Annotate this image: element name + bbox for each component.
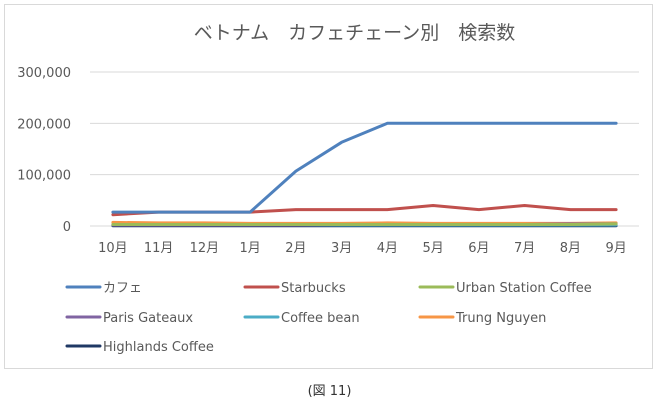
legend-label: Coffee bean <box>281 311 360 326</box>
x-tick-label: 1月 <box>239 241 260 256</box>
x-tick-label: 7月 <box>514 241 535 256</box>
x-tick-label: 10月 <box>98 241 128 256</box>
x-tick-label: 12月 <box>190 241 220 256</box>
line-chart: ベトナム カフェチェーン別 検索数 0 100,000 200,000 300,000 1… <box>17 22 639 355</box>
x-tick-label: 3月 <box>331 241 352 256</box>
legend-label: Highlands Coffee <box>103 340 214 355</box>
x-tick-label: 8月 <box>560 241 581 256</box>
x-tick-label: 2月 <box>285 241 306 256</box>
x-tick-label: 9月 <box>605 241 626 256</box>
legend-label: Trung Nguyen <box>455 311 546 326</box>
legend-label: カフェ <box>103 281 142 296</box>
y-tick-label: 100,000 <box>17 169 71 184</box>
legend-label: Starbucks <box>281 281 346 296</box>
chart-title: ベトナム カフェチェーン別 検索数 <box>194 22 515 44</box>
y-tick-label: 300,000 <box>17 66 71 81</box>
series-line <box>111 121 618 214</box>
series-line <box>111 222 618 226</box>
legend-label: Paris Gateaux <box>103 311 193 326</box>
x-tick-label: 4月 <box>377 241 398 256</box>
y-tick-label: 0 <box>63 220 71 235</box>
x-tick-label: 11月 <box>144 241 174 256</box>
legend-label: Urban Station Coffee <box>456 281 592 296</box>
figure-caption: (図 11) <box>307 384 352 399</box>
x-tick-label: 6月 <box>468 241 489 256</box>
chart-frame: ベトナム カフェチェーン別 検索数 0 100,000 200,000 300,000 1… <box>4 4 653 369</box>
y-tick-label: 200,000 <box>17 117 71 132</box>
x-tick-label: 5月 <box>422 241 443 256</box>
